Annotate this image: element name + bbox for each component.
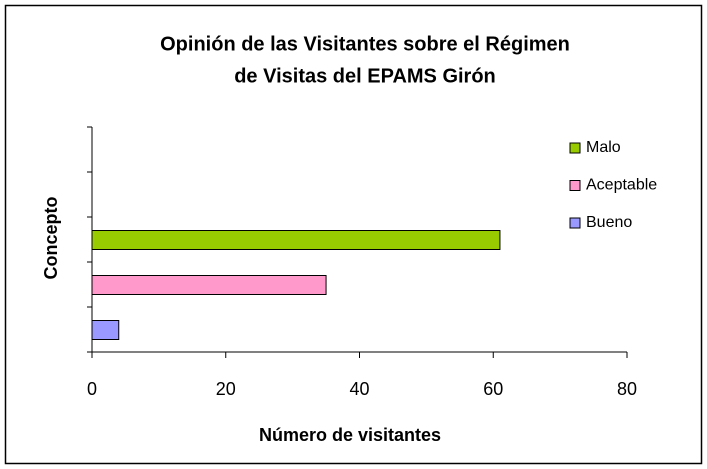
- x-tick-label: 40: [349, 379, 369, 399]
- bar: [91, 230, 501, 250]
- legend-swatch: [569, 217, 581, 229]
- x-tick-label: 0: [87, 379, 97, 399]
- x-tick-label: 20: [216, 379, 236, 399]
- bar: [91, 275, 327, 295]
- legend-label: Malo: [586, 139, 621, 156]
- legend-label: Aceptable: [586, 177, 657, 194]
- x-axis-title: Número de visitantes: [259, 425, 441, 445]
- legend-swatch: [569, 180, 581, 191]
- legend-swatch: [569, 142, 581, 154]
- x-tick-label: 60: [483, 379, 503, 399]
- bar: [91, 320, 120, 340]
- legend-label: Bueno: [586, 214, 632, 231]
- chart-title: Opinión de las Visitantes sobre el Régim…: [160, 33, 570, 55]
- chart-title: de Visitas del EPAMS Girón: [234, 65, 496, 87]
- y-axis-title: Concepto: [41, 197, 61, 280]
- x-tick-label: 80: [617, 379, 637, 399]
